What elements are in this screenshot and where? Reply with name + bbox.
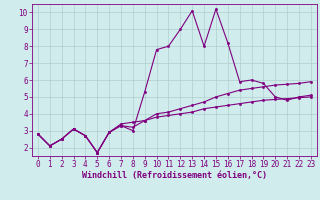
X-axis label: Windchill (Refroidissement éolien,°C): Windchill (Refroidissement éolien,°C) xyxy=(82,171,267,180)
